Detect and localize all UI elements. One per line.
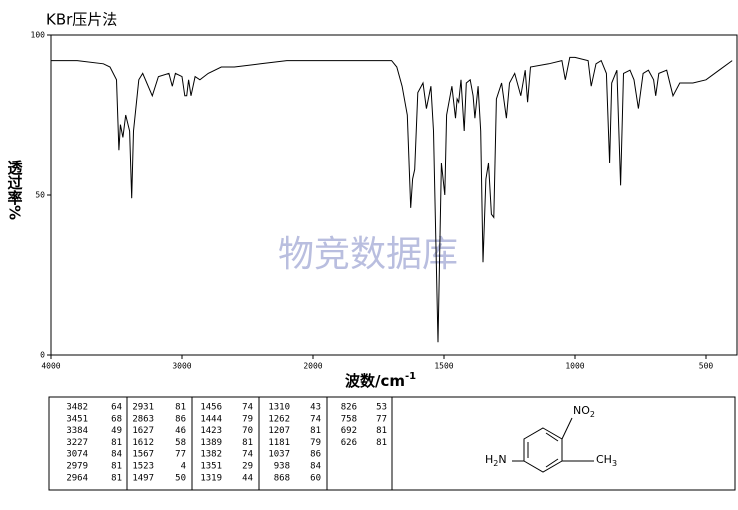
x-tick-label: 1500 [434,362,453,371]
y-tick-label: 100 [31,31,46,40]
peak-wavenumber: 1389 [200,438,222,448]
x-axis-label-text: 波数/cm [345,372,405,390]
peak-transmittance: 77 [376,414,387,424]
peak-transmittance: 81 [111,462,122,472]
peak-wavenumber: 692 [341,426,357,436]
methyl-label: CH3 [596,453,617,468]
nitro-sub: 2 [590,410,595,419]
x-axis-label: 波数/cm-1 [345,371,416,390]
peak-wavenumber: 1497 [132,473,154,483]
peak-transmittance: 46 [175,426,186,436]
y-axis-label: 透过率% [6,160,24,220]
peak-transmittance: 84 [310,462,321,472]
peak-wavenumber: 1037 [268,450,290,460]
peak-transmittance: 81 [175,403,186,413]
nitro-text: NO [573,404,590,417]
peak-transmittance: 81 [111,438,122,448]
peak-transmittance: 70 [242,426,253,436]
peak-transmittance: 43 [310,403,321,413]
x-tick-label: 4000 [41,362,60,371]
peak-wavenumber: 938 [274,462,290,472]
peak-transmittance: 53 [376,403,387,413]
peak-wavenumber: 1319 [200,473,222,483]
peak-transmittance: 77 [175,450,186,460]
peak-wavenumber: 1612 [132,438,154,448]
peak-transmittance: 81 [376,426,387,436]
x-tick-label: 2000 [303,362,322,371]
peak-wavenumber: 3227 [66,438,88,448]
peak-wavenumber: 1262 [268,414,290,424]
peak-transmittance: 86 [175,414,186,424]
peak-wavenumber: 2931 [132,403,154,413]
peak-wavenumber: 2964 [66,473,88,483]
peak-transmittance: 79 [310,438,321,448]
peak-transmittance: 74 [310,414,321,424]
peak-transmittance: 74 [242,450,253,460]
peak-transmittance: 4 [181,462,186,472]
peak-transmittance: 79 [242,414,253,424]
peak-wavenumber: 3384 [66,426,88,436]
peak-wavenumber: 1456 [200,403,222,413]
amine-sub: 2 [493,459,498,468]
peak-wavenumber: 1423 [200,426,222,436]
methyl-text: CH [596,453,612,466]
molecule-bonds [512,417,594,473]
amine-label: H2N [485,453,507,468]
x-tick-label: 3000 [172,362,191,371]
peak-wavenumber: 1627 [132,426,154,436]
peak-transmittance: 81 [242,438,253,448]
nitro-label: NO2 [573,404,595,419]
peak-transmittance: 84 [111,450,122,460]
peak-wavenumber: 2979 [66,462,88,472]
peak-transmittance: 60 [310,473,321,483]
peak-wavenumber: 1181 [268,438,290,448]
peak-wavenumber: 1207 [268,426,290,436]
peak-transmittance: 81 [376,438,387,448]
y-tick-label: 50 [35,191,45,200]
peak-transmittance: 29 [242,462,253,472]
peak-wavenumber: 1444 [200,414,222,424]
peak-wavenumber: 1310 [268,403,290,413]
chart-title: KBr压片法 [46,11,117,29]
peak-transmittance: 86 [310,450,321,460]
peak-transmittance: 50 [175,473,186,483]
y-tick-label: 0 [40,351,45,360]
peak-wavenumber: 1567 [132,450,154,460]
peak-wavenumber: 3482 [66,403,88,413]
peak-wavenumber: 1351 [200,462,222,472]
x-tick-label: 1000 [565,362,584,371]
peak-wavenumber: 826 [341,403,357,413]
table-dividers [126,397,393,490]
peak-transmittance: 81 [111,473,122,483]
amine-n: N [498,453,506,466]
watermark: 物竞数据库 [278,234,458,275]
x-tick-label: 500 [699,362,714,371]
peak-transmittance: 68 [111,414,122,424]
x-axis-label-sup: -1 [405,371,416,382]
peak-transmittance: 49 [111,426,122,436]
peak-wavenumber: 868 [274,473,290,483]
peak-transmittance: 64 [111,403,122,413]
peak-wavenumber: 2863 [132,414,154,424]
peak-wavenumber: 758 [341,414,357,424]
amine-h: H [485,453,493,466]
peak-transmittance: 58 [175,438,186,448]
peak-wavenumber: 1382 [200,450,222,460]
peak-wavenumber: 3074 [66,450,88,460]
spectrum-line [51,56,733,343]
peak-transmittance: 81 [310,426,321,436]
peak-wavenumber: 3451 [66,414,88,424]
peak-transmittance: 44 [242,473,253,483]
methyl-sub: 3 [612,459,617,468]
peak-wavenumber: 1523 [132,462,154,472]
peak-transmittance: 74 [242,403,253,413]
peak-wavenumber: 626 [341,438,357,448]
